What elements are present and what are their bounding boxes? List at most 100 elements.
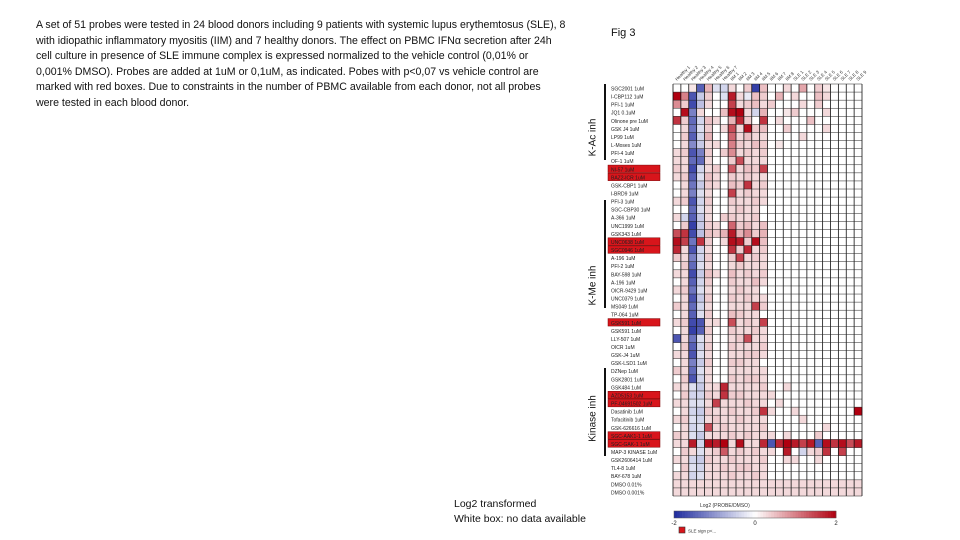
- heatmap-cell: [680, 463, 689, 472]
- heatmap-cell: [759, 229, 768, 238]
- heatmap-cell: [720, 382, 729, 392]
- heatmap-cell: [696, 172, 705, 182]
- heatmap-cell: [704, 382, 713, 392]
- colorbar-swatch: [803, 511, 807, 518]
- heatmap-cell: [751, 92, 760, 101]
- heatmap-cell: [736, 318, 745, 327]
- heatmap-cell: [673, 382, 682, 392]
- heatmap-cell: [680, 229, 689, 238]
- colorbar-swatch: [822, 511, 826, 518]
- heatmap-cell: [696, 326, 705, 335]
- heatmap-cell: [783, 84, 792, 93]
- heatmap-cell: [688, 326, 697, 335]
- colorbar-frame: [673, 510, 837, 519]
- heatmap-cell: [688, 100, 697, 109]
- colorbar-tick-label: 2: [834, 521, 838, 527]
- heatmap-cell: [680, 213, 689, 222]
- colorbar-swatch: [757, 511, 761, 518]
- heatmap-cell: [743, 164, 752, 174]
- probe-label: SGC-CBP30 1uM: [611, 208, 650, 214]
- heatmap-cell: [673, 455, 682, 464]
- heatmap-cell: [720, 390, 729, 400]
- heatmap-cell: [751, 294, 760, 303]
- heatmap-cell: [751, 229, 760, 238]
- heatmap-cell: [673, 471, 682, 481]
- heatmap-cell: [704, 407, 713, 416]
- legend-note-line1: Log2 transformed: [454, 498, 537, 510]
- heatmap-cell: [759, 221, 768, 230]
- heatmap-cell: [680, 487, 689, 497]
- heatmap-cell: [720, 455, 729, 464]
- probe-label: PFI-4 1uM: [611, 151, 634, 157]
- heatmap-cell: [673, 487, 682, 497]
- heatmap-cell: [751, 164, 760, 174]
- heatmap-cell: [736, 302, 745, 311]
- significance-box: [607, 439, 661, 448]
- heatmap-cell: [736, 189, 745, 198]
- heatmap-cell: [751, 471, 760, 481]
- heatmap-cell: [743, 261, 752, 271]
- heatmap-cell: [791, 108, 800, 117]
- heatmap-cell: [743, 180, 752, 190]
- heatmap-cell: [696, 261, 705, 271]
- heatmap-cell: [704, 285, 713, 295]
- heatmap-cell: [759, 237, 768, 246]
- heatmap-cell: [673, 318, 682, 327]
- probe-label: NI-57 1uM: [611, 167, 634, 173]
- colorbar-swatch: [776, 511, 780, 518]
- heatmap-cell: [736, 334, 745, 343]
- heatmap-cell: [704, 399, 713, 408]
- heatmap-cell: [680, 479, 689, 489]
- colorbar-swatch: [827, 511, 831, 518]
- probe-label: OICR-9429 1uM: [611, 288, 647, 294]
- heatmap-cell: [688, 237, 697, 246]
- colorbar-swatch: [787, 511, 791, 518]
- probe-label: GSK-J4 1uM: [611, 353, 640, 359]
- heatmap-cell: [688, 124, 697, 133]
- probe-label: GSK343 1uM: [611, 232, 641, 238]
- heatmap-cell: [751, 382, 760, 392]
- heatmap-cell: [751, 374, 760, 384]
- donor-label: IIM 8: [784, 71, 795, 82]
- heatmap-cell: [673, 366, 682, 376]
- donor-label: IIM 7: [776, 71, 787, 82]
- heatmap-cell: [704, 334, 713, 343]
- heatmap-cell: [751, 180, 760, 190]
- heatmap-cell: [728, 100, 737, 109]
- probe-label: MS049 1uM: [611, 305, 638, 311]
- heatmap-cell: [712, 390, 721, 400]
- heatmap-cell: [759, 342, 768, 351]
- heatmap-cell: [783, 479, 792, 489]
- heatmap-cell: [743, 205, 752, 214]
- probe-label: DMSO 0.01%: [611, 482, 642, 488]
- heatmap-cell: [704, 189, 713, 198]
- heatmap-cell: [751, 399, 760, 408]
- heatmap-cell: [688, 479, 697, 489]
- heatmap-cell: [704, 124, 713, 133]
- heatmap-cell: [759, 172, 768, 182]
- heatmap-cell: [751, 439, 760, 448]
- heatmap-cell: [688, 310, 697, 319]
- heatmap-cell: [743, 342, 752, 351]
- heatmap-cell: [728, 156, 737, 165]
- heatmap-cell: [728, 463, 737, 472]
- heatmap-cell: [728, 132, 737, 141]
- colorbar-swatch: [819, 511, 823, 518]
- probe-label: TL4-8 1uM: [611, 466, 635, 472]
- probe-label: A-366 1uM: [611, 216, 635, 222]
- heatmap-cell: [736, 447, 745, 456]
- heatmap-cell: [814, 479, 823, 489]
- heatmap-cell: [704, 463, 713, 472]
- heatmap-cell: [728, 374, 737, 384]
- heatmap-cell: [767, 487, 776, 497]
- heatmap-cell: [712, 229, 721, 238]
- heatmap-cell: [688, 334, 697, 343]
- heatmap-cell: [696, 447, 705, 456]
- heatmap-cell: [680, 407, 689, 416]
- probe-label: DMSO 0.001%: [611, 490, 645, 496]
- heatmap-cell: [767, 431, 776, 440]
- heatmap-cell: [775, 116, 784, 125]
- heatmap-cell: [743, 487, 752, 497]
- heatmap-cell: [673, 164, 682, 174]
- heatmap-cell: [791, 487, 800, 497]
